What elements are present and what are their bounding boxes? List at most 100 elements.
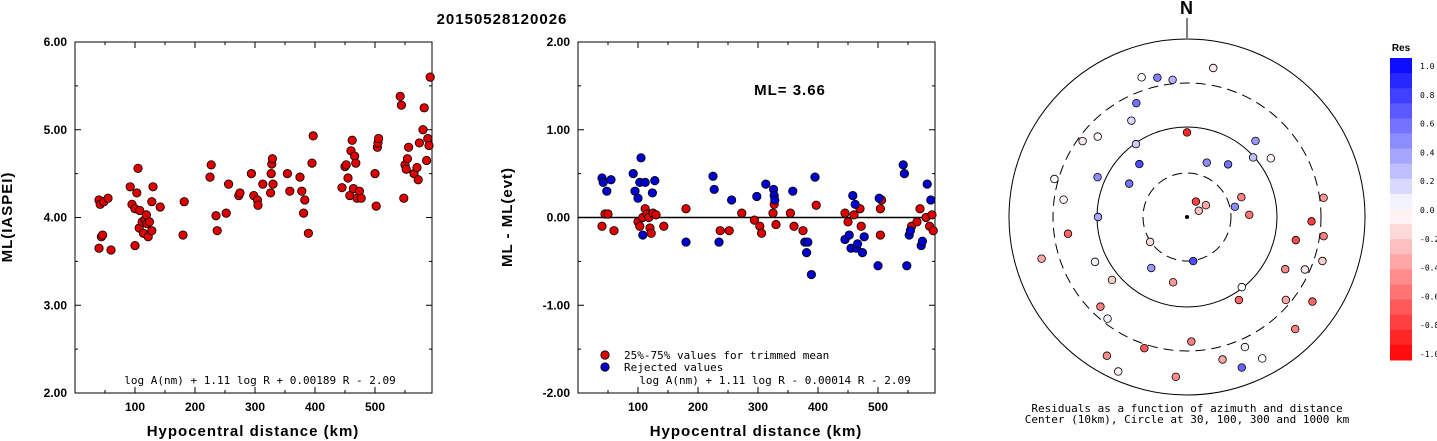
left-point	[235, 188, 245, 198]
polar-point	[1281, 295, 1291, 305]
polar-point	[1319, 193, 1328, 203]
polar-point	[1127, 116, 1136, 125]
left-point	[221, 208, 231, 218]
colorbar-title: Res	[1392, 43, 1411, 54]
left-ytick-label: 6.00	[44, 35, 68, 49]
middle-xlabel: Hypocentral distance (km)	[650, 423, 863, 440]
middle-point	[714, 237, 724, 247]
middle-point	[811, 200, 821, 210]
middle-point	[771, 219, 781, 230]
colorbar-label: 0.8	[1420, 91, 1435, 100]
middle-point	[633, 193, 643, 203]
colorbar-labels: 1.0 0.8 0.6 0.4 0.2 0.0 -0.2 -0.4 -0.6 -0.8 -1.0	[1420, 62, 1437, 359]
polar-point	[1145, 237, 1155, 247]
middle-point	[659, 221, 669, 231]
left-point	[424, 140, 434, 151]
middle-point	[635, 221, 645, 231]
polar-point	[1063, 229, 1073, 238]
colorbar-cell	[1390, 344, 1412, 361]
polar-point	[1096, 302, 1105, 311]
left-point	[253, 200, 263, 210]
left-point	[370, 169, 380, 179]
middle-point	[761, 179, 771, 189]
middle-formula: log A(nm) + 1.11 log R - 0.00014 R - 2.0…	[639, 374, 911, 387]
middle-xtick-label: 500	[868, 400, 888, 414]
middle-point	[708, 171, 718, 181]
colorbar-cell	[1390, 58, 1412, 74]
colorbar-cell	[1390, 269, 1412, 285]
middle-point	[756, 228, 767, 238]
left-xtick-label: 500	[365, 400, 385, 414]
middle-point	[681, 237, 691, 247]
middle-point	[873, 261, 883, 271]
colorbar-cell	[1390, 254, 1412, 270]
middle-point	[726, 195, 737, 205]
left-point	[130, 240, 140, 251]
middle-point	[926, 195, 936, 205]
polar-point	[1209, 63, 1218, 73]
polar-point	[1137, 73, 1146, 82]
left-point	[94, 243, 104, 253]
middle-x-ticks: 100 200 300 400 500	[607, 42, 909, 414]
polar-point	[1114, 367, 1123, 376]
polar-point	[1194, 206, 1203, 215]
middle-point	[801, 248, 812, 258]
middle-point	[638, 230, 648, 240]
colorbar-cell	[1390, 118, 1412, 134]
polar-point	[1240, 342, 1250, 352]
left-point	[295, 172, 305, 182]
middle-point	[737, 208, 747, 218]
middle-point	[927, 210, 937, 220]
middle-point	[768, 208, 778, 218]
left-point	[347, 135, 357, 145]
middle-point	[798, 226, 808, 236]
colorbar-cell	[1390, 163, 1412, 180]
middle-point	[724, 226, 734, 236]
colorbar-cells	[1390, 58, 1412, 361]
polar-caption-1: Residuals as a function of azimuth and d…	[1031, 402, 1342, 415]
circle-1000km	[1008, 38, 1366, 396]
middle-point	[915, 204, 925, 214]
middle-point	[844, 230, 854, 240]
left-point	[206, 160, 216, 170]
polar-point	[1182, 128, 1192, 137]
left-point	[147, 226, 157, 236]
polar-point	[1308, 297, 1317, 306]
polar-point	[1135, 159, 1144, 169]
colorbar-cell	[1390, 73, 1412, 89]
left-point	[144, 217, 154, 227]
polar-point	[1059, 195, 1068, 204]
middle-point	[928, 226, 938, 236]
colorbar-cell	[1390, 88, 1412, 104]
polar-point	[1050, 174, 1059, 184]
middle-point	[806, 269, 817, 280]
left-point	[258, 179, 268, 189]
left-point	[425, 72, 435, 82]
polar-point	[1191, 197, 1201, 206]
middle-point	[647, 188, 658, 198]
polar-point	[1078, 136, 1087, 146]
left-point	[414, 138, 424, 148]
left-point	[373, 133, 384, 144]
polar-point	[1237, 282, 1246, 292]
colorbar-label: 0.4	[1420, 148, 1435, 157]
left-point	[395, 91, 405, 102]
left-formula: log A(nm) + 1.11 log R + 0.00189 R - 2.0…	[124, 374, 396, 387]
polar-point	[1234, 295, 1244, 305]
middle-point	[840, 208, 850, 218]
left-plot-frame	[74, 41, 433, 394]
middle-point	[650, 176, 660, 186]
left-point	[356, 193, 366, 203]
middle-point	[856, 221, 866, 231]
polar-point	[1103, 314, 1112, 323]
middle-xtick-label: 200	[688, 400, 708, 414]
left-point	[401, 164, 411, 174]
left-point	[268, 179, 278, 189]
colorbar-cell	[1390, 148, 1412, 165]
polar-point	[1201, 201, 1211, 210]
left-point	[413, 175, 423, 185]
left-point	[351, 158, 361, 168]
middle-point	[628, 169, 638, 179]
middle-point	[922, 179, 932, 189]
polar-point	[1318, 256, 1327, 266]
